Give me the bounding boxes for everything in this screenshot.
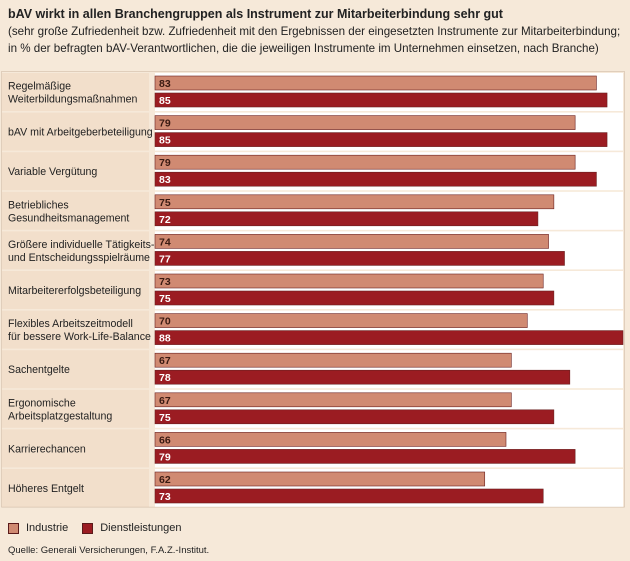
value-label-dienstleistungen: 85 xyxy=(159,135,171,147)
value-label-industrie: 67 xyxy=(159,355,171,367)
chart-source: Quelle: Generali Versicherungen, F.A.Z.-… xyxy=(8,545,210,556)
chart-title: bAV wirkt in allen Branchengruppen als I… xyxy=(8,7,503,21)
category-cell xyxy=(2,469,149,507)
bar-dienstleistungen xyxy=(154,488,544,504)
category-cell xyxy=(2,152,149,191)
bar-dienstleistungen xyxy=(154,449,576,464)
category-cell xyxy=(2,191,149,230)
category-label: Betriebliches Gesundheitsmanagement xyxy=(8,199,129,224)
chart-border xyxy=(1,71,625,508)
category-label: Höheres Entgelt xyxy=(8,483,84,495)
bar-industrie xyxy=(154,471,486,487)
bar-dienstleistungen xyxy=(154,290,555,306)
value-label-dienstleistungen: 75 xyxy=(159,293,171,305)
category-label: Variable Vergütung xyxy=(8,166,97,178)
bar-dienstleistungen xyxy=(154,92,608,108)
value-label-dienstleistungen: 75 xyxy=(159,412,171,424)
value-label-industrie: 83 xyxy=(159,78,171,90)
bar-industrie xyxy=(154,313,528,328)
bar-dienstleistungen xyxy=(154,330,624,345)
value-label-industrie: 67 xyxy=(159,395,171,407)
value-label-industrie: 62 xyxy=(159,474,171,486)
bar-dienstleistungen xyxy=(154,251,565,266)
value-label-industrie: 66 xyxy=(159,434,171,446)
value-label-dienstleistungen: 88 xyxy=(159,333,171,345)
chart-legend: Industrie Dienstleistungen xyxy=(8,522,196,534)
category-cell xyxy=(2,350,149,389)
category-cell xyxy=(2,310,149,349)
value-label-industrie: 70 xyxy=(159,316,171,328)
bar-industrie xyxy=(154,194,555,210)
category-label: bAV mit Arbeitgeberbeteiligung xyxy=(8,127,153,139)
category-label: Ergonomische Arbeitsplatzgestaltung xyxy=(8,397,112,422)
bar-industrie xyxy=(154,75,597,91)
legend-label-dienstleistungen: Dienstleistungen xyxy=(100,522,182,534)
bar-industrie xyxy=(154,154,576,170)
value-label-industrie: 75 xyxy=(159,197,171,209)
category-cell xyxy=(2,112,149,151)
bar-industrie xyxy=(154,234,549,249)
category-cell xyxy=(2,231,149,270)
chart-header: bAV wirkt in allen Branchengruppen als I… xyxy=(8,6,624,57)
value-label-dienstleistungen: 79 xyxy=(159,451,171,463)
value-label-dienstleistungen: 73 xyxy=(159,491,171,503)
category-cell xyxy=(2,73,149,111)
legend-item-industrie: Industrie xyxy=(8,522,68,534)
bar-dienstleistungen xyxy=(154,132,608,147)
bar-dienstleistungen xyxy=(154,369,571,385)
value-label-dienstleistungen: 72 xyxy=(159,214,171,226)
bar-industrie xyxy=(154,432,507,447)
category-cell xyxy=(2,389,149,428)
category-label: Flexibles Arbeitszeitmodell für bessere W… xyxy=(8,318,151,343)
category-cell xyxy=(2,271,149,309)
category-label: Regelmäßige Weiterbildungsmaßnahmen xyxy=(8,81,137,106)
category-label: Karrierechancen xyxy=(8,443,86,455)
value-label-industrie: 73 xyxy=(159,276,171,288)
bar-dienstleistungen xyxy=(154,409,555,425)
category-label: Mitarbeitererfolgsbeteiligung xyxy=(8,285,141,297)
chart-subtitle-line-2: in % der befragten bAV-Verantwortlichen,… xyxy=(8,42,599,55)
category-label: Sachentgelte xyxy=(8,364,70,376)
bar-industrie xyxy=(154,352,512,368)
value-label-dienstleistungen: 77 xyxy=(159,253,171,265)
category-cell xyxy=(2,429,149,468)
category-label: Größere individuelle Tätigkeits-und Ents… xyxy=(8,239,155,264)
value-label-dienstleistungen: 78 xyxy=(159,372,171,384)
chart-subtitle-line-1: (sehr große Zufriedenheit bzw. Zufrieden… xyxy=(8,25,621,38)
bar-industrie xyxy=(154,115,576,130)
value-label-industrie: 79 xyxy=(159,157,171,169)
bar-dienstleistungen xyxy=(154,211,539,227)
legend-swatch-dienstleistungen xyxy=(82,522,94,534)
bar-industrie xyxy=(154,273,544,289)
bar-dienstleistungen xyxy=(154,171,597,187)
value-label-dienstleistungen: 83 xyxy=(159,174,171,186)
value-label-industrie: 74 xyxy=(159,236,171,248)
value-label-industrie: 79 xyxy=(159,118,171,130)
legend-item-dienstleistungen: Dienstleistungen xyxy=(82,522,182,534)
value-label-dienstleistungen: 85 xyxy=(159,95,171,107)
legend-swatch-industrie xyxy=(8,522,19,534)
bar-industrie xyxy=(154,392,512,408)
legend-label-industrie: Industrie xyxy=(26,522,69,534)
